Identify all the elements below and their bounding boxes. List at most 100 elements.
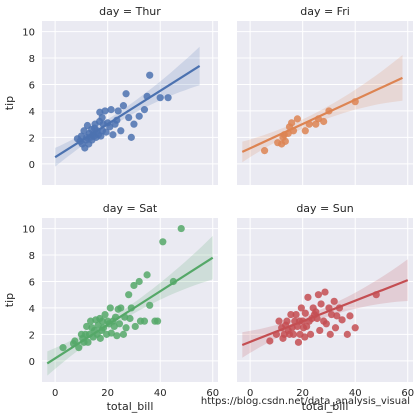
facet-panel-3: day = Sat 0 2 4 6 8 10 tip 0 20 40 60 total_bill [3, 202, 219, 413]
panel-title: day = Thur [99, 5, 161, 18]
data-point [322, 320, 330, 328]
y-tick-label: 6 [29, 277, 35, 288]
data-point [320, 117, 328, 126]
data-point [98, 317, 107, 325]
y-tick-label: 2 [29, 133, 35, 144]
x-tick-label: 40 [154, 388, 167, 399]
data-point [75, 344, 83, 352]
y-tick-label: 10 [22, 28, 35, 39]
data-point [317, 300, 325, 308]
data-point [130, 120, 138, 128]
data-point [338, 316, 346, 324]
data-point [117, 127, 125, 135]
x-tick-label: 20 [296, 388, 309, 399]
data-point [281, 137, 289, 145]
x-tick-label: 0 [52, 388, 58, 399]
data-point [316, 326, 324, 335]
data-point [177, 224, 185, 233]
data-point [346, 312, 354, 320]
data-point [289, 330, 298, 338]
data-point [343, 330, 351, 338]
data-point [131, 322, 139, 331]
plot-area [241, 55, 403, 163]
data-point [140, 106, 149, 114]
panel-background [237, 21, 413, 185]
data-point [119, 102, 128, 110]
x-tick-label: 20 [101, 388, 114, 399]
data-point [331, 324, 340, 332]
y-tick-label: 10 [22, 225, 35, 236]
data-point [326, 330, 334, 338]
data-point [159, 238, 167, 246]
data-point [84, 338, 92, 346]
data-point [109, 131, 117, 139]
plot-area [46, 224, 214, 376]
data-point [98, 113, 106, 122]
data-point [96, 334, 104, 342]
regression-line [46, 256, 214, 365]
facet-panel-4: day = Sun 0 20 40 60 total_bill [237, 202, 414, 413]
data-point [122, 324, 130, 332]
x-tick-label: 0 [247, 388, 253, 399]
facet-panel-2: day = Fri [237, 5, 413, 185]
data-point [107, 106, 115, 114]
data-point [71, 337, 79, 345]
x-axis-label: total_bill [107, 400, 154, 413]
data-point [301, 127, 309, 135]
data-point [146, 301, 154, 309]
data-point [312, 308, 320, 316]
data-point [101, 107, 109, 115]
y-tick-label: 0 [29, 160, 35, 171]
data-point [101, 310, 109, 319]
y-axis-label: tip [3, 293, 16, 307]
y-tick-label: 4 [29, 107, 35, 118]
data-point [117, 304, 125, 312]
regression-line [241, 76, 403, 153]
regression-line [54, 65, 201, 159]
data-point [119, 330, 128, 338]
data-point [107, 329, 115, 337]
data-point [164, 94, 172, 102]
x-tick-label: 40 [349, 388, 362, 399]
y-tick-label: 0 [29, 357, 35, 368]
data-point [143, 271, 151, 279]
data-point [283, 317, 291, 325]
data-point [140, 317, 149, 325]
x-tick-label: 60 [206, 388, 219, 399]
data-point [266, 337, 274, 345]
data-point [125, 113, 133, 122]
data-point [135, 112, 143, 120]
facet-panel-1: day = Thur 0 2 4 6 8 10 tip [3, 5, 218, 185]
data-point [106, 304, 114, 312]
data-point [351, 324, 359, 332]
data-point [113, 332, 121, 340]
data-point [297, 304, 305, 312]
data-point [333, 312, 341, 320]
data-point [153, 317, 162, 325]
panel-background [237, 218, 413, 382]
panel-background [42, 218, 218, 382]
data-point [304, 293, 312, 301]
x-tick-label: 60 [401, 388, 414, 399]
data-point [301, 309, 309, 317]
panel-title: day = Sat [103, 202, 158, 215]
y-tick-label: 8 [29, 54, 35, 65]
y-tick-label: 4 [29, 304, 35, 315]
data-point [306, 330, 315, 338]
regression-line [241, 279, 409, 346]
data-point [115, 320, 124, 328]
data-point [294, 338, 303, 346]
plot-area [241, 259, 409, 358]
data-point [146, 71, 154, 79]
data-point [292, 310, 300, 319]
panel-title: day = Sun [296, 202, 353, 215]
panel-background [42, 21, 218, 185]
data-point [156, 94, 164, 102]
data-point [321, 288, 329, 296]
data-point [102, 128, 110, 136]
y-tick-label: 2 [29, 330, 35, 341]
y-tick-label: 8 [29, 251, 35, 262]
data-point [122, 90, 130, 98]
data-point [59, 344, 67, 352]
